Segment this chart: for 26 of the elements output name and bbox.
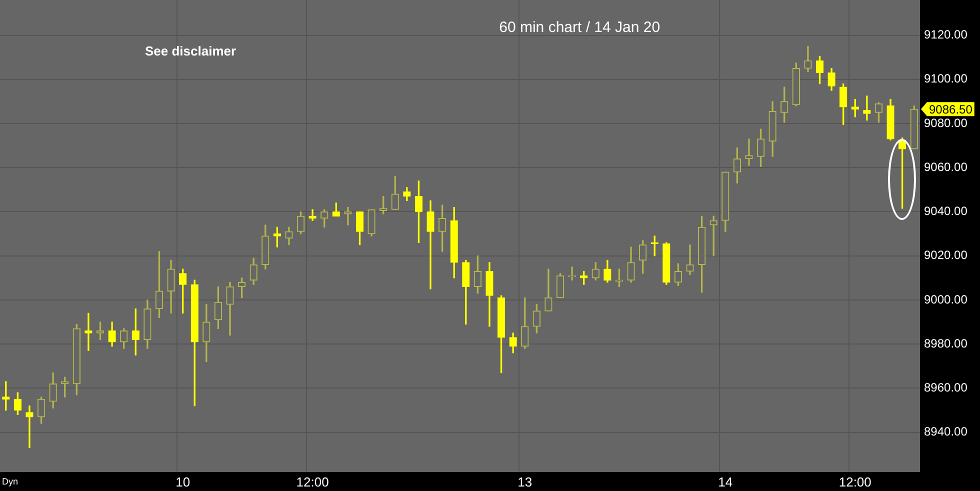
y-tick-label: 9120.00 bbox=[924, 28, 968, 42]
x-tick-label: 12:00 bbox=[296, 474, 329, 490]
x-tick-label: 12:00 bbox=[838, 474, 872, 490]
x-tick-label: 13 bbox=[518, 474, 532, 490]
text: Dyn bbox=[2, 476, 18, 486]
text: 60 min chart / 14 Jan 20 bbox=[499, 19, 660, 36]
candlestick bbox=[26, 406, 34, 448]
y-tick-label: 9100.00 bbox=[924, 72, 968, 86]
candlestick bbox=[863, 96, 871, 121]
y-tick-label: 8980.00 bbox=[924, 336, 968, 350]
y-tick-label: 9020.00 bbox=[924, 248, 968, 262]
y-tick-label: 8960.00 bbox=[924, 380, 968, 394]
candlestick bbox=[426, 200, 434, 290]
annotation: See disclaimer bbox=[145, 44, 236, 59]
candlestick bbox=[686, 244, 694, 275]
y-tick-label: 9040.00 bbox=[924, 204, 968, 218]
y-tick-label: 9060.00 bbox=[924, 160, 968, 174]
candlestick bbox=[344, 206, 352, 226]
x-tick-label: 10 bbox=[176, 474, 190, 490]
x-tick-label: 14 bbox=[718, 474, 733, 490]
candlestick bbox=[745, 138, 753, 166]
y-tick-label: 9000.00 bbox=[924, 292, 968, 306]
y-tick-label: 9080.00 bbox=[924, 116, 968, 130]
candlestick bbox=[84, 312, 92, 352]
y-tick-label: 8940.00 bbox=[924, 424, 968, 439]
text: 9086.50 bbox=[929, 102, 973, 116]
